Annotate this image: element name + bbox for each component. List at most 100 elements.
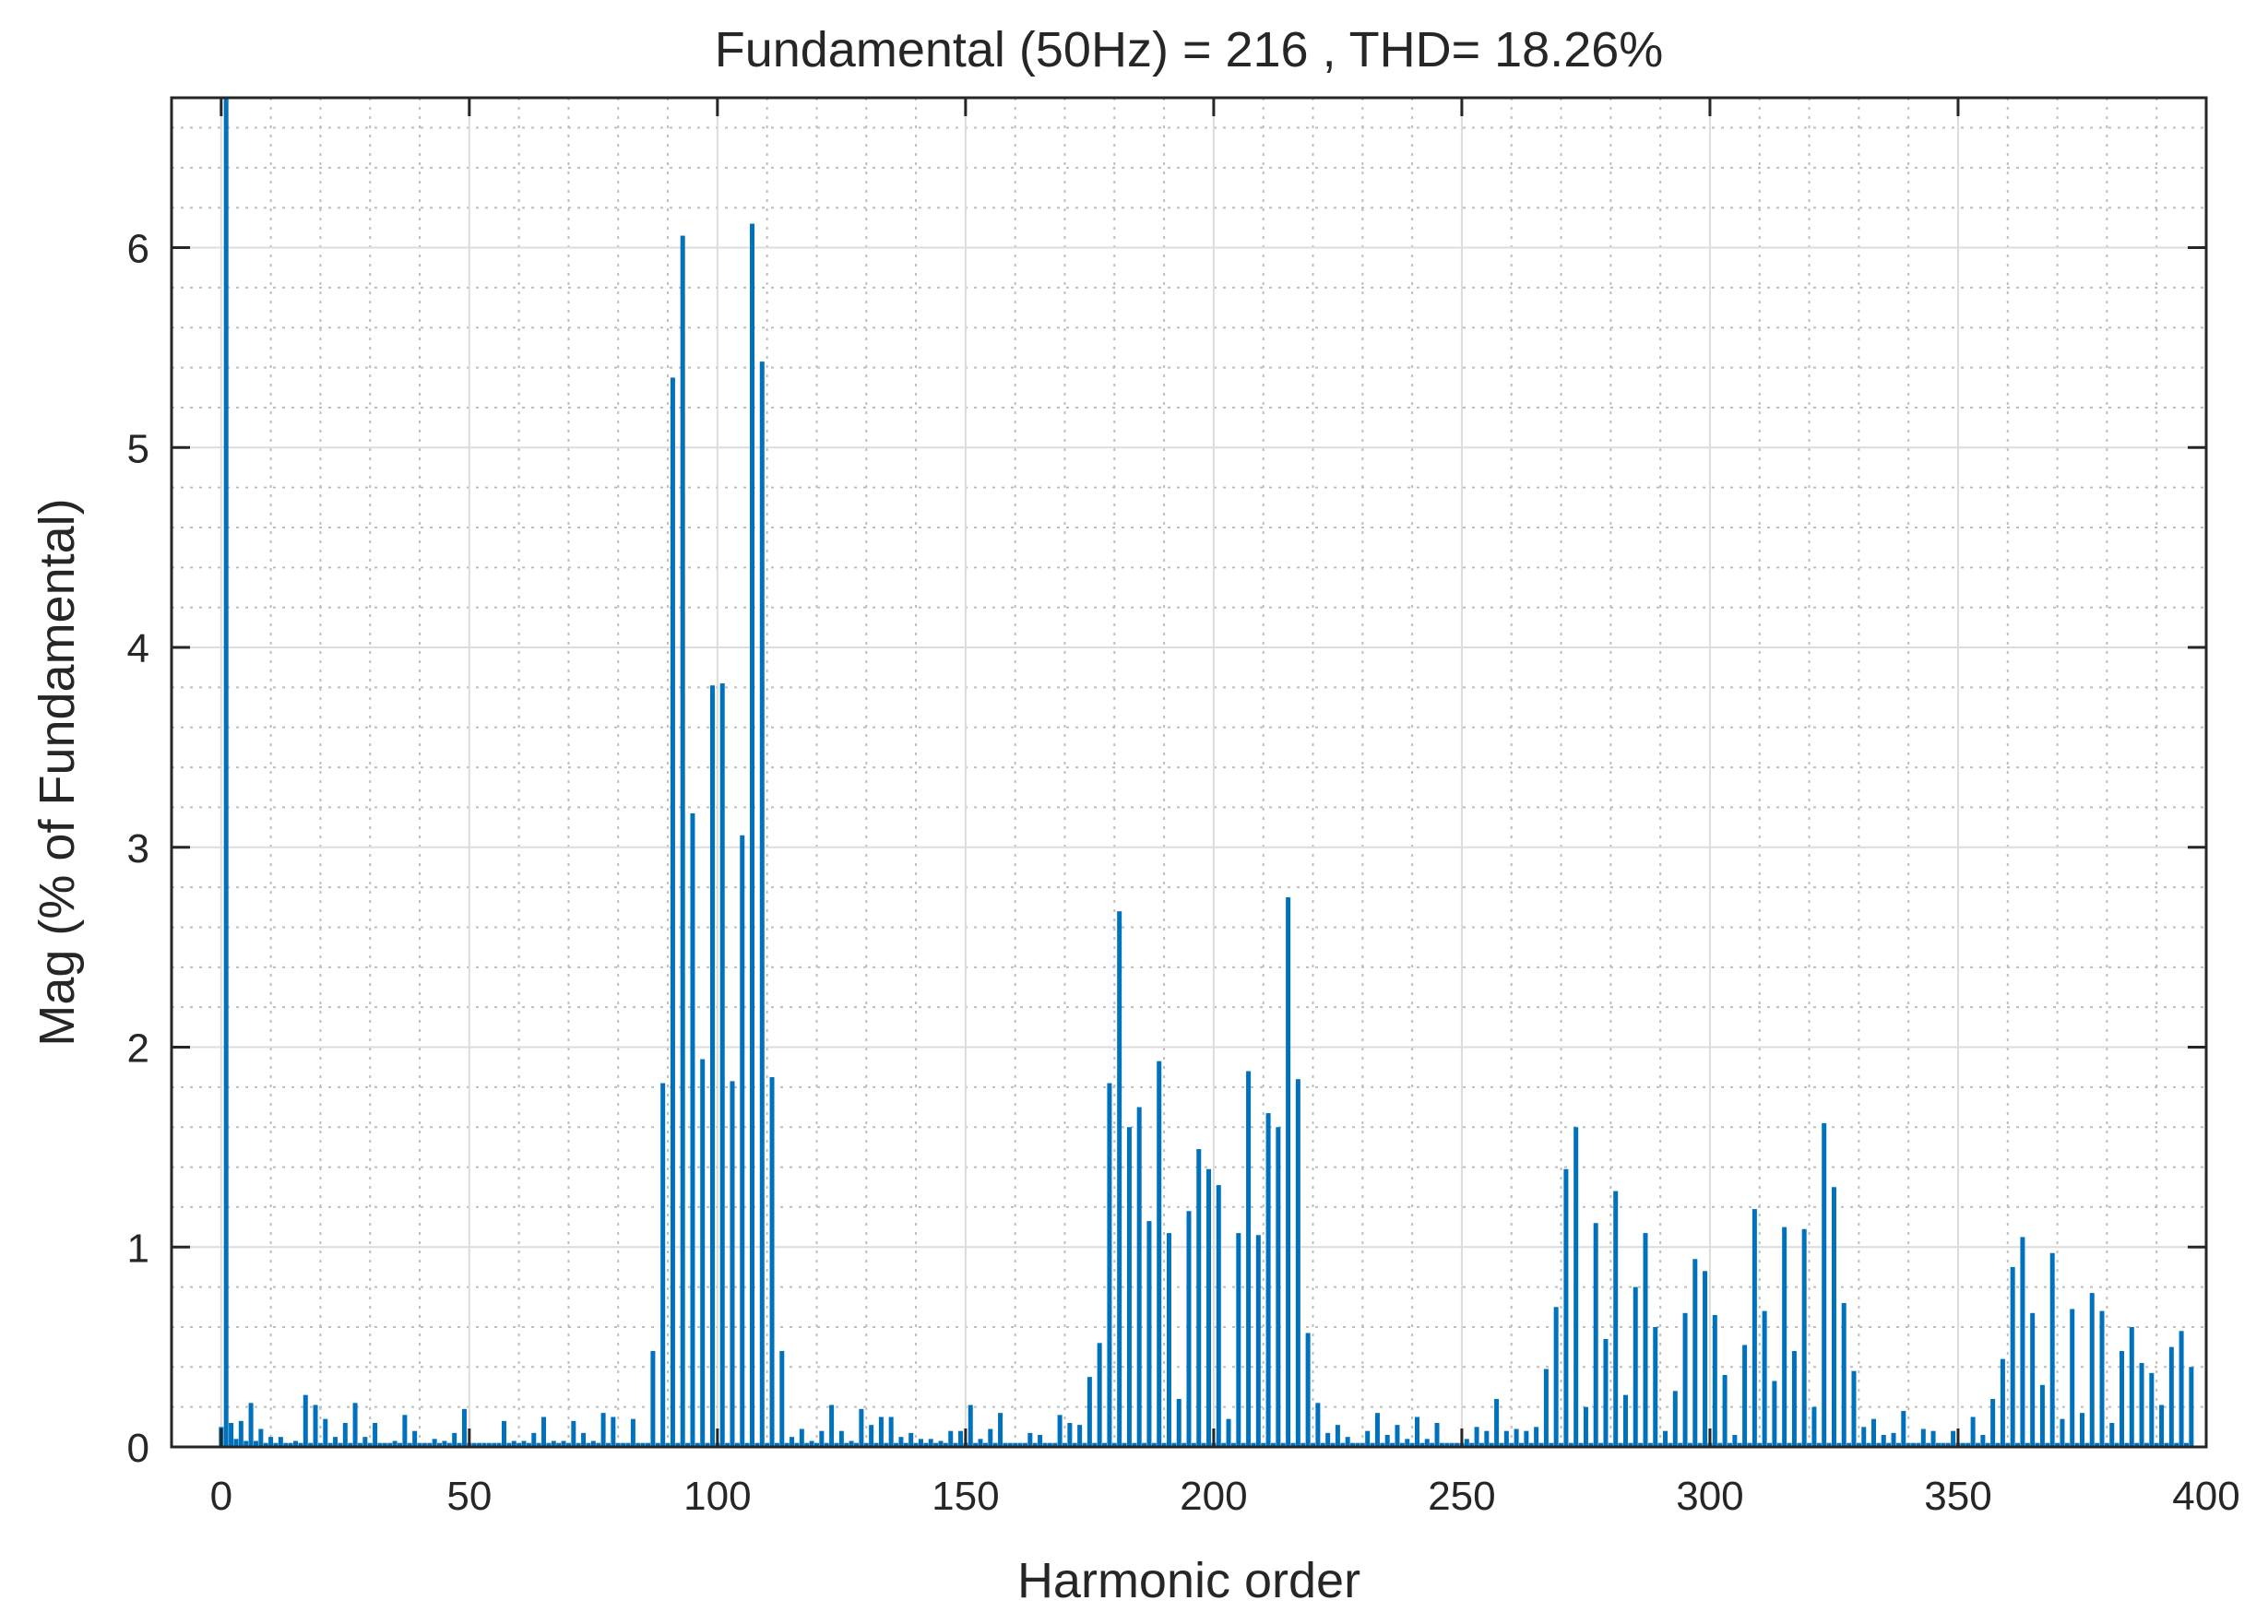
harmonic-bar [1633,1286,1638,1447]
harmonic-bar [531,1432,537,1447]
harmonic-bar [2149,1372,2155,1447]
harmonic-bar [943,1442,948,1447]
harmonic-bar [1092,1442,1098,1447]
harmonic-bar [1722,1374,1728,1447]
harmonic-bar [1290,1442,1296,1447]
harmonic-bar [968,1405,973,1447]
harmonic-bar [2120,1350,2125,1447]
harmonic-bar [918,1439,923,1447]
harmonic-bar [303,1394,308,1447]
harmonic-bar [804,1442,810,1447]
harmonic-bar [402,1415,408,1447]
harmonic-bar [1464,1439,1469,1447]
harmonic-bar [690,812,695,1447]
harmonic-bar [511,1440,517,1447]
harmonic-bar [471,1442,477,1447]
harmonic-bar [859,1408,864,1447]
harmonic-bar [1553,1307,1559,1447]
harmonic-bar [446,1442,452,1447]
harmonic-bar [1524,1430,1529,1447]
harmonic-bar [1206,1168,1212,1447]
harmonic-bar [1097,1343,1102,1447]
harmonic-bar [1906,1442,1911,1447]
harmonic-bar [1082,1442,1087,1447]
harmonic-bar [730,1081,735,1447]
harmonic-bar [1856,1442,1861,1447]
harmonic-bar [243,1440,249,1447]
x-axis-label: Harmonic order [1017,1553,1360,1608]
harmonic-bar [1126,1127,1132,1447]
harmonic-bar [2030,1312,2036,1447]
harmonic-bar [2064,1442,2070,1447]
harmonic-bar [869,1425,874,1447]
harmonic-bar [1767,1442,1773,1447]
harmonic-bar [323,1418,328,1447]
harmonic-bar [1027,1432,1033,1447]
harmonic-bar [1107,1083,1112,1447]
harmonic-bar [1449,1442,1455,1447]
harmonic-bar [1995,1442,2001,1447]
harmonic-bar [313,1405,318,1447]
harmonic-bar [1851,1370,1857,1447]
harmonic-bar [327,1442,333,1447]
harmonic-bar [1593,1223,1598,1447]
harmonic-bar [2139,1362,2144,1447]
harmonic-bar [709,685,715,1447]
y-tick-label: 3 [127,826,149,871]
harmonic-bar [1678,1442,1683,1447]
harmonic-bar [769,1077,775,1447]
harmonic-bar [1489,1442,1494,1447]
axes-box [170,96,2208,1449]
harmonic-bar [1003,1442,1008,1447]
harmonic-bar [1727,1442,1732,1447]
harmonic-bar [2005,1442,2011,1447]
harmonic-bar [1052,1442,1058,1447]
harmonic-bar [1951,1430,1956,1447]
harmonic-bar [1703,1271,1708,1447]
harmonic-bar [1370,1442,1375,1447]
harmonic-bar [884,1442,889,1447]
harmonic-bar [1980,1434,1986,1447]
harmonic-bar [740,835,745,1447]
harmonic-bar [695,1442,700,1447]
harmonic-bar [1559,1442,1564,1447]
harmonic-bar [2070,1309,2075,1447]
harmonic-bar [1270,1442,1276,1447]
harmonic-bar [621,1442,626,1447]
harmonic-bar [838,1430,844,1447]
harmonic-bar [1503,1430,1509,1447]
harmonic-bar [1782,1227,1787,1447]
harmonic-bar [561,1440,566,1447]
harmonic-bar [1871,1418,1877,1447]
harmonic-bar [1935,1442,1941,1447]
harmonic-bar [1643,1233,1648,1447]
harmonic-bar [546,1442,552,1447]
harmonic-bar [655,1442,660,1447]
harmonic-bar [1941,1442,1946,1447]
x-tick-labels: 0 50 100 150 200 250 300 350 400 [210,1474,2240,1519]
harmonic-bar [1430,1442,1435,1447]
x-tick-label: 300 [1676,1474,1743,1519]
harmonic-bar [382,1442,387,1447]
harmonic-bar [417,1442,422,1447]
harmonic-bar [1419,1442,1425,1447]
harmonic-bar [278,1437,283,1447]
harmonic-bar [288,1442,293,1447]
harmonic-bar [988,1428,993,1447]
harmonic-bar [1132,1442,1137,1447]
harmonic-bar [461,1408,467,1447]
harmonic-bar [1340,1442,1346,1447]
harmonic-bar [1831,1187,1836,1447]
harmonic-bar [1826,1442,1832,1447]
harmonic-bar [506,1442,512,1447]
harmonic-bar [765,1442,770,1447]
harmonic-bar [2104,1442,2109,1447]
harmonic-bar [1355,1442,1360,1447]
x-tick-label: 350 [1924,1474,1991,1519]
harmonic-bar [1157,1061,1162,1447]
harmonic-bar [586,1442,591,1447]
y-tick-labels: 0 1 2 3 4 5 6 [127,227,149,1471]
harmonic-bar [565,1442,571,1447]
x-tick-label: 100 [683,1474,751,1519]
